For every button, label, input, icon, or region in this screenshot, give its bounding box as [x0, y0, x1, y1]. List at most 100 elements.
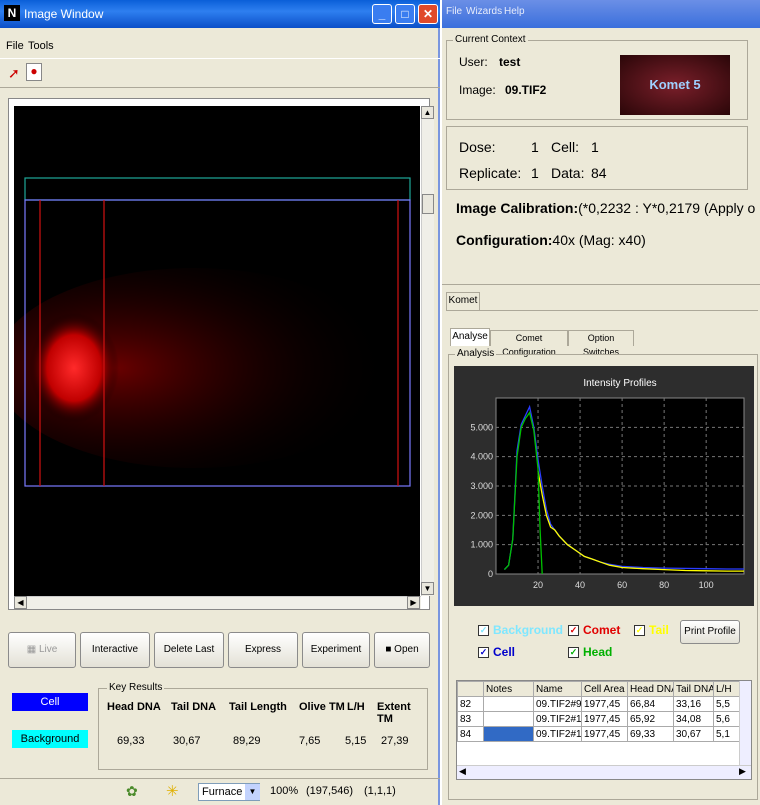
row-notes[interactable] — [483, 711, 534, 727]
vertical-scrollbar[interactable]: ▲ ▼ — [421, 106, 434, 596]
row-index: 83 — [457, 711, 484, 727]
y-tick-label: 4.000 — [470, 452, 493, 462]
image-window-titlebar[interactable]: N Image Window _ □ ✕ — [0, 0, 440, 28]
kr-header-tail-length: Tail Length — [229, 701, 287, 713]
menu-file-right[interactable]: File — [446, 6, 463, 17]
col-header-cell-area[interactable]: Cell Area — [581, 681, 628, 697]
scroll-up-icon[interactable]: ▲ — [421, 106, 434, 119]
row-head-dna: 65,92 — [627, 711, 674, 727]
menu-wizards[interactable]: Wizards — [466, 6, 503, 17]
brightness-icon[interactable]: ✳ — [166, 783, 179, 800]
table-row[interactable]: 84 09.TIF2#11 1977,45 69,33 30,67 5,1 — [457, 726, 740, 742]
experiment-label: Experiment — [310, 644, 362, 655]
horizontal-scrollbar[interactable]: ◀ ▶ — [14, 596, 421, 609]
delete-last-button[interactable]: Delete Last — [154, 632, 224, 668]
experiment-button[interactable]: Experiment — [302, 632, 370, 668]
scroll-left-icon[interactable]: ◀ — [14, 596, 27, 609]
background-color-swatch: Background — [12, 730, 88, 748]
col-header-head-dna[interactable]: Head DNA — [627, 681, 674, 697]
kr-header-lh: L/H — [347, 701, 365, 713]
analysis-group: Analysis — [448, 348, 758, 800]
tab-analyse[interactable]: Analyse — [450, 328, 490, 346]
scroll-right-icon[interactable]: ▶ — [407, 596, 420, 609]
col-header-notes[interactable]: Notes — [483, 681, 534, 697]
delete-last-label: Delete Last — [163, 644, 215, 655]
chevron-down-icon[interactable]: ▼ — [245, 784, 260, 800]
comet-image[interactable] — [14, 106, 420, 596]
intensity-profile-chart: Intensity Profiles 20 40 60 80 100 1.000 2.000 3… — [454, 366, 754, 606]
scroll-left-icon[interactable]: ◀ — [459, 766, 466, 776]
calibration-value: (*0,2232 : Y*0,2179 (Apply on Op — [578, 200, 756, 216]
interactive-label: Interactive — [91, 644, 139, 655]
results-table: Notes Name Cell Area Head DNA Tail DNA L… — [456, 680, 752, 780]
tab-option-switches-label: Option Switches — [582, 333, 619, 357]
maximize-button[interactable]: □ — [395, 4, 415, 24]
comet-check-label: Comet — [583, 623, 621, 637]
tail-checkbox[interactable]: ✓ Tail — [634, 623, 669, 637]
menu-file[interactable]: File — [6, 40, 24, 52]
scroll-right-icon[interactable]: ▶ — [739, 766, 746, 776]
express-button[interactable]: Express — [228, 632, 298, 668]
settings-sun-icon[interactable]: ✿ — [126, 783, 138, 799]
kr-header-olive-tm: Olive TM — [299, 701, 345, 713]
x-tick-label: 40 — [575, 580, 585, 590]
background-roi[interactable] — [24, 177, 411, 201]
row-notes[interactable] — [483, 696, 534, 712]
col-header-index[interactable] — [457, 681, 484, 697]
col-header-tail-dna[interactable]: Tail DNA — [673, 681, 714, 697]
y-tick-label: 2.000 — [470, 510, 493, 520]
pointer-tool-icon[interactable]: ➚ — [8, 65, 20, 81]
open-icon: ■ — [385, 644, 395, 655]
head-checkbox[interactable]: ✓ Head — [568, 645, 612, 659]
zoom-tool-icon[interactable]: ● — [26, 63, 42, 81]
scroll-thumb[interactable] — [422, 194, 434, 214]
row-tail-dna: 30,67 — [673, 726, 714, 742]
row-name: 09.TIF2#9 — [533, 696, 582, 712]
menu-help[interactable]: Help — [504, 6, 525, 17]
col-header-name[interactable]: Name — [533, 681, 582, 697]
tab-option-switches[interactable]: Option Switches — [568, 330, 634, 357]
table-vertical-scrollbar[interactable] — [739, 681, 751, 765]
interactive-button[interactable]: Interactive — [80, 632, 150, 668]
row-name: 09.TIF2#11 — [533, 726, 582, 742]
background-checkbox[interactable]: ✓ Background — [478, 623, 563, 637]
print-profile-button[interactable]: Print Profile — [680, 620, 740, 644]
tail-check-label: Tail — [649, 623, 669, 637]
lut-select[interactable]: Furnace ▼ — [198, 783, 260, 801]
pixel-value: (1,1,1) — [364, 785, 396, 797]
live-label: Live — [38, 644, 58, 655]
live-button[interactable]: ▦ Live — [8, 632, 76, 668]
row-cell-area: 1977,45 — [581, 726, 628, 742]
row-notes[interactable] — [483, 726, 534, 742]
x-tick-label: 80 — [659, 580, 669, 590]
tab-komet[interactable]: Komet — [446, 292, 480, 310]
x-tick-label: 100 — [699, 580, 714, 590]
cell-roi[interactable] — [24, 199, 411, 487]
image-value: 09.TIF2 — [505, 83, 547, 97]
y-tick-label: 3.000 — [470, 481, 493, 491]
table-row[interactable]: 83 09.TIF2#10 1977,45 65,92 34,08 5,6 — [457, 711, 740, 727]
calibration-row: Image Calibration:(*0,2232 : Y*0,2179 (A… — [456, 200, 756, 224]
menu-tools[interactable]: Tools — [28, 40, 54, 52]
replicate-label: Replicate: — [459, 165, 522, 181]
check-icon: ✓ — [568, 625, 579, 637]
minimize-button[interactable]: _ — [372, 4, 392, 24]
dose-info-group: Dose: 1 Cell: 1 Replicate: 1 Data: 84 — [446, 126, 748, 190]
cell-checkbox[interactable]: ✓ Cell — [478, 645, 515, 659]
check-icon: ✓ — [478, 625, 489, 637]
print-profile-label: Print Profile — [684, 626, 736, 637]
comet-checkbox[interactable]: ✓ Comet — [568, 623, 620, 637]
table-horizontal-scrollbar[interactable]: ◀ ▶ — [457, 765, 751, 779]
tab-comet-configuration[interactable]: Comet Configuration — [490, 330, 568, 357]
open-button[interactable]: ■ Open — [374, 632, 430, 668]
tab-comet-configuration-label: Comet Configuration — [502, 333, 556, 357]
close-button[interactable]: ✕ — [418, 4, 438, 24]
table-row[interactable]: 82 09.TIF2#9 1977,45 66,84 33,16 5,5 — [457, 696, 740, 712]
current-context-group: Current Context User: test Image: 09.TIF… — [446, 34, 748, 120]
background-swatch-label: Background — [20, 733, 80, 745]
y-tick-label: 5.000 — [470, 422, 493, 432]
col-header-lh[interactable]: L/H — [713, 681, 740, 697]
key-results-group: Key Results Head DNA Tail DNA Tail Lengt… — [98, 682, 428, 770]
kr-value-lh: 5,15 — [345, 735, 367, 747]
scroll-down-icon[interactable]: ▼ — [421, 582, 434, 595]
